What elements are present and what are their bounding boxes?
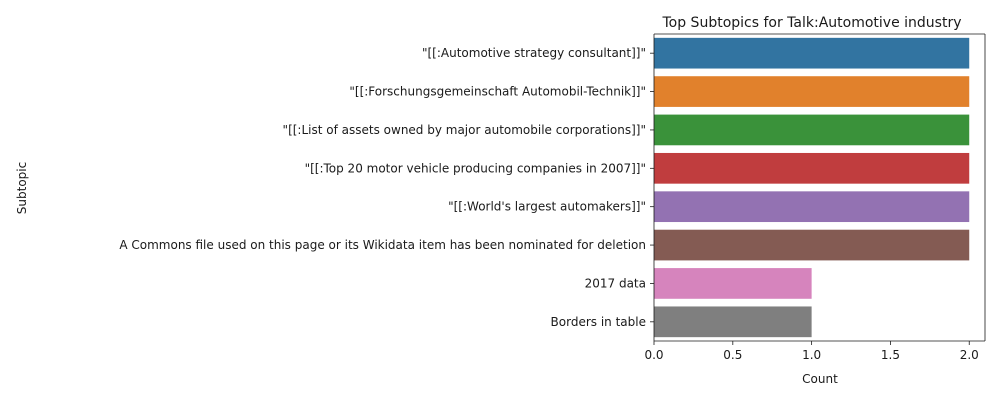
x-tick-label-0: 0.0 — [644, 348, 663, 362]
y-tick-label-5: A Commons file used on this page or its … — [119, 238, 646, 252]
bar-1 — [654, 76, 970, 107]
axes-spines — [653, 33, 986, 342]
y-tick-label-3: "[[:Top 20 motor vehicle producing compa… — [305, 161, 646, 175]
chart-title: Top Subtopics for Talk:Automotive indust… — [661, 15, 961, 31]
y-tick-label-1: "[[:Forschungsgemeinschaft Automobil-Tec… — [349, 85, 646, 99]
bar-0 — [654, 37, 970, 69]
y-axis-title: Subtopic — [15, 162, 29, 214]
y-tick-label-7: Borders in table — [551, 315, 646, 329]
x-axis-ticks: 0.0 0.5 1.0 1.5 2.0 — [644, 341, 979, 362]
x-tick-label-2: 1.0 — [802, 348, 821, 362]
bar-2 — [654, 114, 970, 146]
x-axis-title: Count — [802, 372, 838, 386]
bar-3 — [654, 152, 970, 184]
x-tick-label-1: 0.5 — [723, 348, 742, 362]
y-axis-ticks: "[[:Automotive strategy consultant]]" "[[… — [119, 46, 654, 329]
bar-5 — [654, 229, 970, 261]
bar-4 — [654, 191, 970, 223]
bars-group — [654, 37, 970, 338]
x-tick-label-3: 1.5 — [881, 348, 900, 362]
bar-7 — [654, 306, 812, 338]
y-tick-label-6: 2017 data — [585, 276, 646, 290]
bar-6 — [654, 268, 812, 299]
y-tick-label-4: "[[:World's largest automakers]]" — [448, 200, 646, 214]
y-tick-label-2: "[[:List of assets owned by major automo… — [283, 123, 646, 137]
y-tick-label-0: "[[:Automotive strategy consultant]]" — [422, 46, 646, 60]
x-tick-label-4: 2.0 — [960, 348, 979, 362]
